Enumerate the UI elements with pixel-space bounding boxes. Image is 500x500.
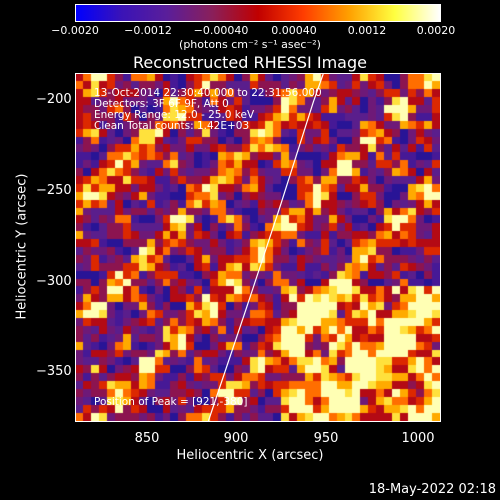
y-axis-label: Heliocentric Y (arcsec) xyxy=(14,173,30,320)
colorbar-gradient xyxy=(76,5,440,21)
info-clean-counts: Clean Total counts: 1.42E+03 xyxy=(94,120,250,132)
plot-title: Reconstructed RHESSI Image xyxy=(133,53,367,72)
info-detectors: Detectors: 3F 6F 9F, Att 0 xyxy=(94,98,229,110)
x-tick-label: 1000 xyxy=(401,431,435,446)
colorbar-tick: 0.00040 xyxy=(271,24,317,37)
y-tick-label: −250 xyxy=(36,183,72,198)
solar-limb-curve xyxy=(207,74,324,421)
colorbar-units-label: (photons cm⁻² s⁻¹ asec⁻²) xyxy=(179,38,321,51)
info-time-range: 13-Oct-2014 22:30:40.000 to 22:31:56.000 xyxy=(94,87,322,99)
x-tick-label: 850 xyxy=(134,431,160,446)
colorbar-tick: −0.0020 xyxy=(51,24,99,37)
x-tick-label: 950 xyxy=(313,431,339,446)
heatmap-image xyxy=(76,74,440,421)
colorbar-tick: 0.0012 xyxy=(347,24,387,37)
colorbar xyxy=(75,4,441,22)
x-tick-label: 900 xyxy=(223,431,249,446)
peak-position-label: Position of Peak = [921,-380] xyxy=(94,396,248,408)
x-axis-label: Heliocentric X (arcsec) xyxy=(176,448,324,463)
colorbar-tick: −0.0012 xyxy=(124,24,172,37)
y-tick-label: −300 xyxy=(36,274,72,289)
colorbar-tick: −0.00040 xyxy=(193,24,249,37)
info-energy-range: Energy Range: 12.0 - 25.0 keV xyxy=(94,109,255,121)
solar-limb-line xyxy=(207,74,324,421)
y-tick-label: −200 xyxy=(36,92,72,107)
image-plot-area xyxy=(75,73,441,422)
colorbar-tick: 0.0020 xyxy=(416,24,456,37)
footer-timestamp: 18-May-2022 02:18 xyxy=(368,482,496,497)
y-tick-label: −350 xyxy=(36,364,72,379)
